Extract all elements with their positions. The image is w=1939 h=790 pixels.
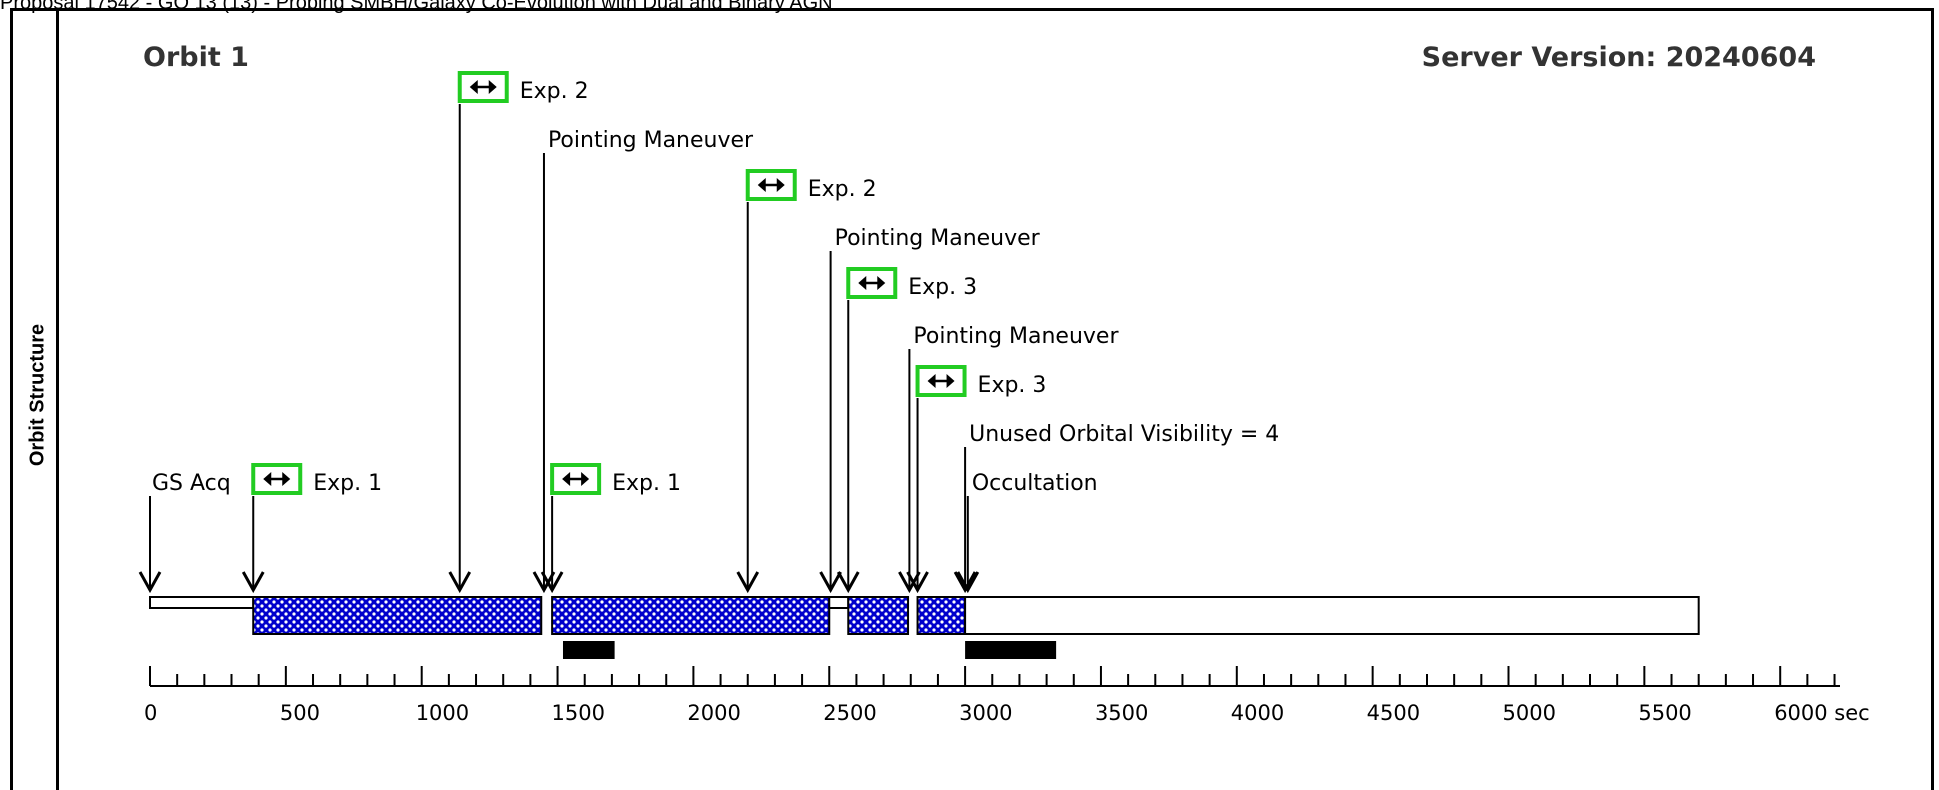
event-4: Exp. 1 [540, 463, 681, 594]
axis-tick-label: 5500 [1638, 701, 1691, 725]
event-arrow [241, 571, 265, 594]
event-label: Pointing Maneuver [913, 324, 1119, 349]
event-arrow [953, 571, 977, 594]
timeline-events: GS Acq Exp. 1 Exp. 2 Pointing Maneuver Exp. … [138, 71, 1279, 594]
event-5: Exp. 2 [736, 169, 877, 594]
event-arrow [836, 571, 860, 594]
axis-tick-label: 2500 [823, 701, 876, 725]
icon-left-head [562, 472, 571, 486]
event-arrow [819, 571, 842, 594]
event-9: Exp. 3 [906, 365, 1047, 594]
orbit-title: Orbit 1 [143, 42, 249, 73]
event-label: Exp. 1 [612, 471, 681, 496]
orbit-frame [10, 8, 1934, 790]
event-label: Exp. 3 [908, 275, 977, 300]
event-8: Pointing Maneuver [898, 324, 1119, 594]
exposure-expand-icon [846, 267, 898, 299]
icon-left-head [927, 374, 936, 388]
exposure-segment-4 [847, 596, 910, 635]
event-11: Occultation [956, 471, 1098, 594]
timeline-segments [149, 596, 1700, 635]
axis-tick-label: 1500 [552, 701, 605, 725]
icon-right-head [877, 276, 886, 290]
event-label: Exp. 2 [808, 177, 877, 202]
event-10: Unused Orbital Visibility = 4 [953, 422, 1279, 594]
icon-right-head [581, 472, 590, 486]
event-label: Exp. 2 [520, 79, 589, 104]
exposure-expand-icon [915, 365, 967, 397]
plain-segment-3 [828, 596, 850, 609]
axis-tick-label: 4500 [1367, 701, 1420, 725]
axis-tick-label: 3500 [1095, 701, 1148, 725]
axis-tick-label: 3000 [959, 701, 1012, 725]
event-arrow [898, 571, 921, 594]
event-label: Exp. 1 [313, 471, 382, 496]
exposure-expand-icon [251, 463, 303, 495]
axis-tick-label: 4000 [1231, 701, 1284, 725]
plain-segment-0 [149, 596, 255, 609]
event-arrow [736, 571, 760, 594]
event-1: Exp. 1 [241, 463, 382, 594]
event-label: Occultation [972, 471, 1098, 496]
axis-tick-label: 0 [144, 701, 157, 725]
axis-tick-label: 2000 [687, 701, 740, 725]
event-label: Exp. 3 [978, 373, 1047, 398]
exposure-segment-5 [916, 596, 967, 635]
axis-tick-label: 1000 [416, 701, 469, 725]
axis-tick-label: 5000 [1503, 701, 1556, 725]
event-label: Pointing Maneuver [835, 226, 1041, 251]
event-arrow [532, 571, 556, 594]
exposure-expand-icon [745, 169, 797, 201]
event-arrow [906, 571, 929, 594]
event-label: Unused Orbital Visibility = 4 [969, 422, 1279, 447]
time-axis: 0 500 1000 1500 2000 2500 3000 3500 4000 4500 5000… [144, 666, 1870, 725]
event-6: Pointing Maneuver [819, 226, 1041, 594]
event-0: GS Acq [138, 471, 231, 594]
event-2: Exp. 2 [448, 71, 589, 594]
icon-left-head [263, 472, 272, 486]
server-version: Server Version: 20240604 [1422, 42, 1816, 73]
exposure-segment-2 [551, 596, 831, 635]
exposure-expand-icon [550, 463, 602, 495]
icon-right-head [776, 178, 785, 192]
event-arrow [956, 571, 980, 594]
event-arrow [448, 571, 472, 594]
event-arrow [138, 571, 162, 594]
occultation-segment-6 [964, 596, 1700, 635]
icon-frame [745, 169, 797, 201]
exposure-segment-1 [252, 596, 543, 635]
icon-left-head [757, 178, 766, 192]
black-bars [562, 641, 1057, 659]
event-label: Pointing Maneuver [548, 128, 754, 153]
event-7: Exp. 3 [836, 267, 977, 594]
exposure-expand-icon [457, 71, 509, 103]
icon-left-head [858, 276, 867, 290]
axis-tick-label: 6000 sec [1774, 701, 1870, 725]
axis-tick-label: 500 [280, 701, 320, 725]
icon-right-head [488, 80, 497, 94]
icon-left-head [469, 80, 478, 94]
event-arrow [540, 571, 564, 594]
black-bar-1 [965, 641, 1057, 659]
black-bar-0 [562, 641, 615, 659]
event-label: GS Acq [152, 471, 231, 496]
icon-right-head [946, 374, 955, 388]
icon-right-head [282, 472, 291, 486]
event-3: Pointing Maneuver [532, 128, 754, 594]
sidebar-divider [56, 8, 59, 790]
